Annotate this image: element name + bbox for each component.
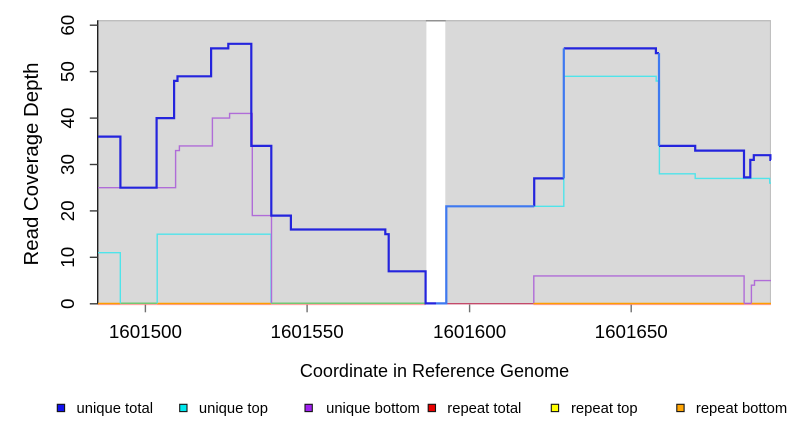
svg-text:Coordinate in Reference Genome: Coordinate in Reference Genome — [300, 361, 569, 381]
svg-text:30: 30 — [57, 154, 78, 175]
svg-text:Read Coverage Depth: Read Coverage Depth — [21, 63, 43, 266]
svg-text:repeat total: repeat total — [447, 401, 521, 417]
svg-text:20: 20 — [57, 200, 78, 221]
svg-text:1601550: 1601550 — [271, 321, 344, 342]
svg-text:unique total: unique total — [77, 401, 154, 417]
svg-text:1601600: 1601600 — [433, 321, 506, 342]
svg-text:unique bottom: unique bottom — [326, 401, 420, 417]
svg-text:1601650: 1601650 — [595, 321, 668, 342]
svg-text:1601500: 1601500 — [109, 321, 182, 342]
svg-text:40: 40 — [57, 108, 78, 129]
svg-text:60: 60 — [57, 15, 78, 36]
svg-text:50: 50 — [57, 61, 78, 82]
svg-text:0: 0 — [57, 299, 78, 309]
svg-text:unique top: unique top — [199, 401, 268, 417]
svg-text:repeat bottom: repeat bottom — [696, 401, 787, 417]
svg-text:repeat top: repeat top — [571, 401, 638, 417]
svg-text:10: 10 — [57, 247, 78, 268]
